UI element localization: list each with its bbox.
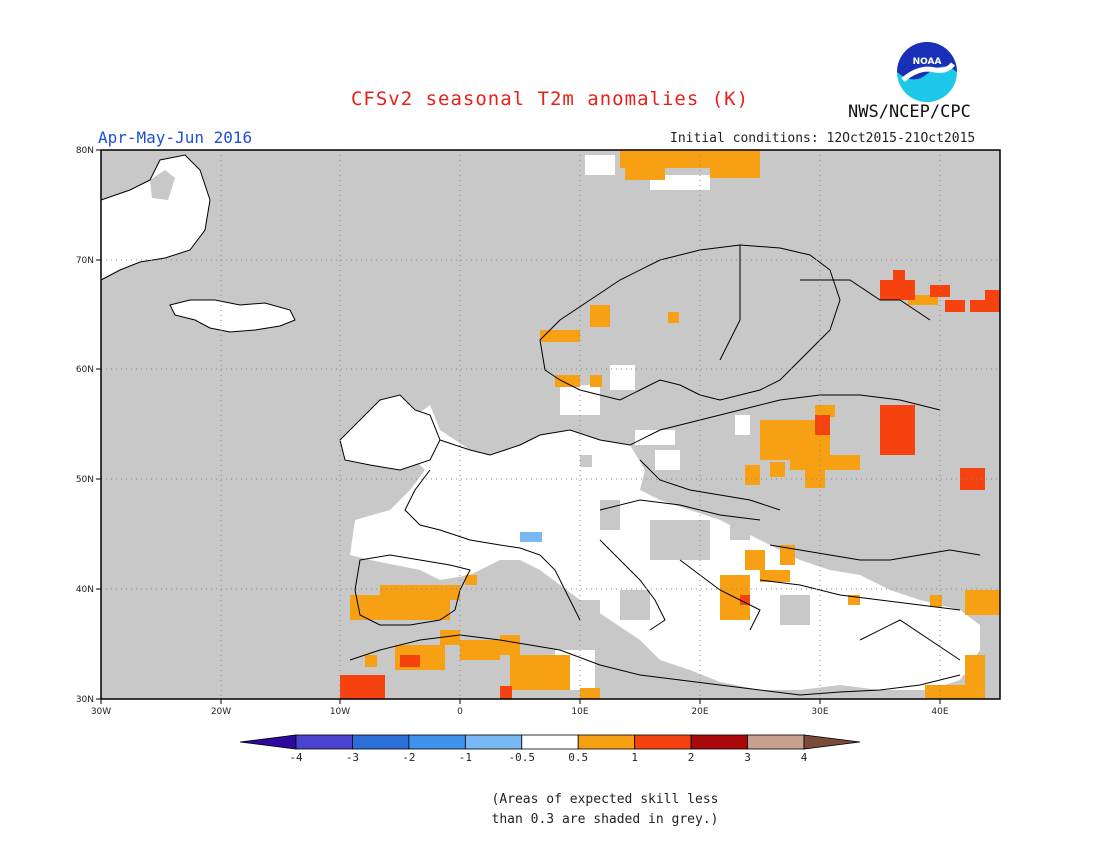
coastlines: [100, 154, 981, 696]
initial-conditions-label: Initial conditions: 12Oct2015-21Oct2015: [670, 131, 976, 146]
lat-tick: 40N: [76, 585, 94, 595]
british-isles: [340, 395, 440, 470]
colorbar-swatch: [464, 734, 523, 750]
colorbar-label: 0.5: [568, 751, 588, 764]
warm-anomaly-1-2: [340, 270, 1000, 699]
colorbar-label: 1: [631, 751, 638, 764]
noaa-logo: NOAA: [895, 40, 959, 104]
colorbar-swatch: [521, 734, 579, 750]
skill-note-line1: (Areas of expected skill less: [491, 792, 719, 807]
lat-tick: 50N: [76, 475, 94, 485]
lon-tick: 10W: [330, 707, 350, 717]
logo-text: NOAA: [913, 57, 942, 67]
agency-label: NWS/NCEP/CPC: [848, 102, 971, 122]
lat-tick: 30N: [76, 695, 94, 705]
colorbar-label: 4: [801, 751, 808, 764]
colorbar-label: -1: [459, 751, 472, 764]
lat-tick: 60N: [76, 365, 94, 375]
skill-note-line2: than 0.3 are shaded in grey.): [491, 812, 719, 827]
lon-tick: 30W: [91, 707, 111, 717]
season-label: Apr-May-Jun 2016: [98, 128, 253, 147]
iceland: [170, 300, 295, 332]
colorbar-swatch: [577, 734, 636, 750]
colorbar-label: -4: [289, 751, 303, 764]
colorbar-label: -3: [346, 751, 359, 764]
colorbar-arrow-low: [239, 734, 297, 750]
colorbar-swatch: [352, 734, 410, 750]
lon-tick: 10E: [571, 707, 588, 717]
map-title: CFSv2 seasonal T2m anomalies (K): [350, 88, 750, 110]
colorbar-arrow-high: [803, 734, 861, 750]
lon-tick: 20E: [691, 707, 708, 717]
colorbar-label: -0.5: [509, 751, 536, 764]
colorbar-swatch: [747, 734, 805, 750]
colorbar: -4 -3 -2 -1 -0.5 0.5 1 2 3 4: [239, 734, 861, 764]
lat-tick: 80N: [76, 146, 94, 156]
lon-tick: 30E: [811, 707, 828, 717]
colorbar-swatch: [690, 734, 748, 750]
colorbar-swatch: [295, 734, 353, 750]
lat-tick: 70N: [76, 256, 94, 266]
colorbar-label: -2: [402, 751, 415, 764]
colorbar-label: 2: [688, 751, 695, 764]
lon-tick: 20W: [211, 707, 231, 717]
colorbar-label: 3: [744, 751, 751, 764]
greenland: [101, 155, 210, 280]
skill-note: (Areas of expected skill less than 0.3 a…: [475, 790, 735, 830]
colorbar-swatch: [408, 734, 466, 750]
colorbar-swatch: [634, 734, 692, 750]
cool-anomaly: [520, 532, 542, 542]
lon-tick: 0: [457, 707, 463, 717]
lon-tick: 40E: [931, 707, 948, 717]
map-frame: [100, 149, 1001, 700]
